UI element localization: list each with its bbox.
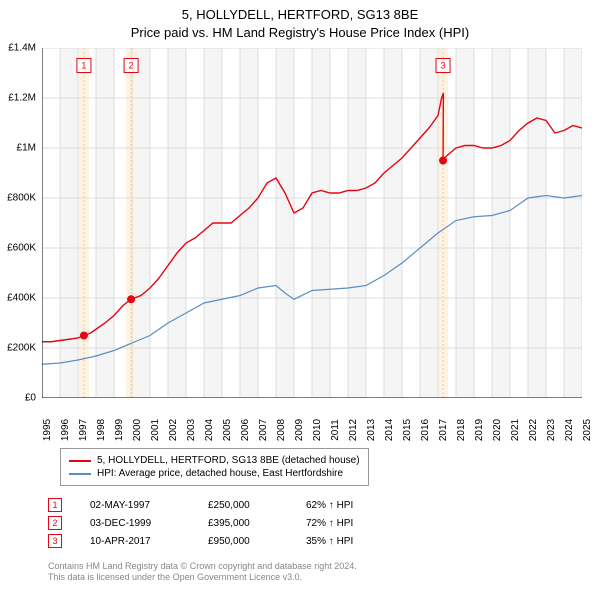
chart-svg: 1 2 3	[42, 48, 582, 398]
x-tick-label: 2018	[456, 419, 467, 441]
x-tick-label: 2006	[240, 419, 251, 441]
marker-price: £950,000	[208, 536, 278, 547]
x-tick-label: 2015	[402, 419, 413, 441]
marker-date: 02-MAY-1997	[90, 500, 180, 511]
x-tick-label: 1998	[96, 419, 107, 441]
x-tick-label: 2014	[384, 419, 395, 441]
y-tick-label: £400K	[7, 293, 36, 304]
chart-plot-area: 1 2 3	[42, 48, 582, 398]
svg-text:1: 1	[81, 61, 86, 71]
y-tick-label: £800K	[7, 193, 36, 204]
marker-price: £395,000	[208, 518, 278, 529]
y-axis: £0£200K£400K£600K£800K£1M£1.2M£1.4M	[0, 48, 40, 398]
y-tick-label: £1.2M	[8, 93, 36, 104]
x-tick-label: 1997	[78, 419, 89, 441]
legend-label-hpi: HPI: Average price, detached house, East…	[97, 468, 343, 479]
svg-text:3: 3	[441, 61, 446, 71]
x-tick-label: 2008	[276, 419, 287, 441]
x-tick-label: 2004	[204, 419, 215, 441]
x-tick-label: 1999	[114, 419, 125, 441]
footnote-line-1: Contains HM Land Registry data © Crown c…	[48, 561, 357, 573]
marker-row: 1 02-MAY-1997 £250,000 62% ↑ HPI	[48, 498, 386, 512]
x-tick-label: 2012	[348, 419, 359, 441]
y-tick-label: £200K	[7, 343, 36, 354]
x-tick-label: 2020	[492, 419, 503, 441]
x-axis: 1995 1996 1997 1998 1999 2000 2001 2002 2003 2004…	[42, 400, 582, 440]
x-tick-label: 2019	[474, 419, 485, 441]
svg-text:2: 2	[129, 61, 134, 71]
marker-pct: 72% ↑ HPI	[306, 518, 386, 529]
x-tick-label: 2005	[222, 419, 233, 441]
title-line-1: 5, HOLLYDELL, HERTFORD, SG13 8BE	[0, 6, 600, 24]
x-tick-label: 2003	[186, 419, 197, 441]
x-tick-label: 2011	[330, 419, 341, 441]
legend-label-property: 5, HOLLYDELL, HERTFORD, SG13 8BE (detach…	[97, 455, 360, 466]
legend-row-property: 5, HOLLYDELL, HERTFORD, SG13 8BE (detach…	[69, 455, 360, 466]
y-tick-label: £1.4M	[8, 43, 36, 54]
marker-price: £250,000	[208, 500, 278, 511]
y-tick-label: £1M	[17, 143, 36, 154]
footnote-line-2: This data is licensed under the Open Gov…	[48, 572, 357, 584]
marker-pct: 62% ↑ HPI	[306, 500, 386, 511]
marker-pct: 35% ↑ HPI	[306, 536, 386, 547]
x-tick-label: 2002	[168, 419, 179, 441]
marker-number-box: 2	[48, 516, 62, 530]
x-tick-label: 2010	[312, 419, 323, 441]
legend: 5, HOLLYDELL, HERTFORD, SG13 8BE (detach…	[60, 448, 369, 486]
x-tick-label: 2021	[510, 419, 521, 441]
x-tick-label: 2016	[420, 419, 431, 441]
marker-table: 1 02-MAY-1997 £250,000 62% ↑ HPI 2 03-DE…	[48, 494, 386, 552]
marker-date: 03-DEC-1999	[90, 518, 180, 529]
marker-number-box: 3	[48, 534, 62, 548]
x-tick-label: 1996	[60, 419, 71, 441]
x-tick-label: 2000	[132, 419, 143, 441]
chart-title-block: 5, HOLLYDELL, HERTFORD, SG13 8BE Price p…	[0, 0, 600, 45]
x-tick-label: 2009	[294, 419, 305, 441]
footnote: Contains HM Land Registry data © Crown c…	[48, 561, 357, 584]
title-line-2: Price paid vs. HM Land Registry's House …	[0, 24, 600, 42]
legend-swatch-property	[69, 460, 91, 462]
x-tick-label: 2022	[528, 419, 539, 441]
marker-number-box: 1	[48, 498, 62, 512]
y-tick-label: £0	[25, 393, 36, 404]
marker-row: 2 03-DEC-1999 £395,000 72% ↑ HPI	[48, 516, 386, 530]
x-tick-label: 2024	[564, 419, 575, 441]
x-tick-label: 2017	[438, 419, 449, 441]
x-tick-label: 2001	[150, 419, 161, 441]
legend-swatch-hpi	[69, 473, 91, 475]
x-tick-label: 2025	[582, 419, 593, 441]
y-tick-label: £600K	[7, 243, 36, 254]
legend-row-hpi: HPI: Average price, detached house, East…	[69, 468, 360, 479]
x-tick-label: 2007	[258, 419, 269, 441]
x-tick-label: 2013	[366, 419, 377, 441]
x-tick-label: 2023	[546, 419, 557, 441]
marker-row: 3 10-APR-2017 £950,000 35% ↑ HPI	[48, 534, 386, 548]
x-tick-label: 1995	[42, 419, 53, 441]
marker-date: 10-APR-2017	[90, 536, 180, 547]
